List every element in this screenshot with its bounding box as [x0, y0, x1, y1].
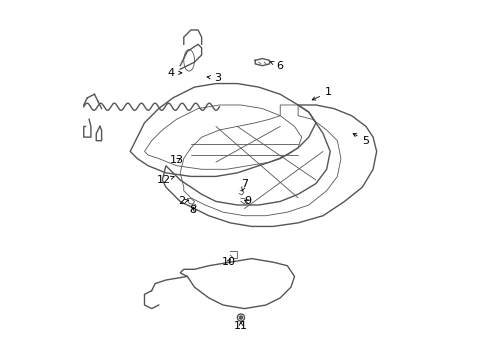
- Text: 5: 5: [352, 134, 369, 146]
- Text: 4: 4: [167, 68, 182, 78]
- Text: 8: 8: [189, 205, 196, 215]
- Text: 6: 6: [270, 61, 283, 71]
- Circle shape: [239, 316, 242, 319]
- Text: 7: 7: [241, 179, 247, 192]
- Text: 3: 3: [207, 73, 221, 83]
- Text: 2: 2: [178, 197, 188, 206]
- Text: 1: 1: [311, 87, 331, 100]
- Text: 9: 9: [244, 197, 251, 206]
- Text: 12: 12: [157, 175, 174, 185]
- Text: 13: 13: [169, 156, 183, 165]
- Text: 11: 11: [233, 321, 247, 332]
- Text: 10: 10: [221, 257, 235, 267]
